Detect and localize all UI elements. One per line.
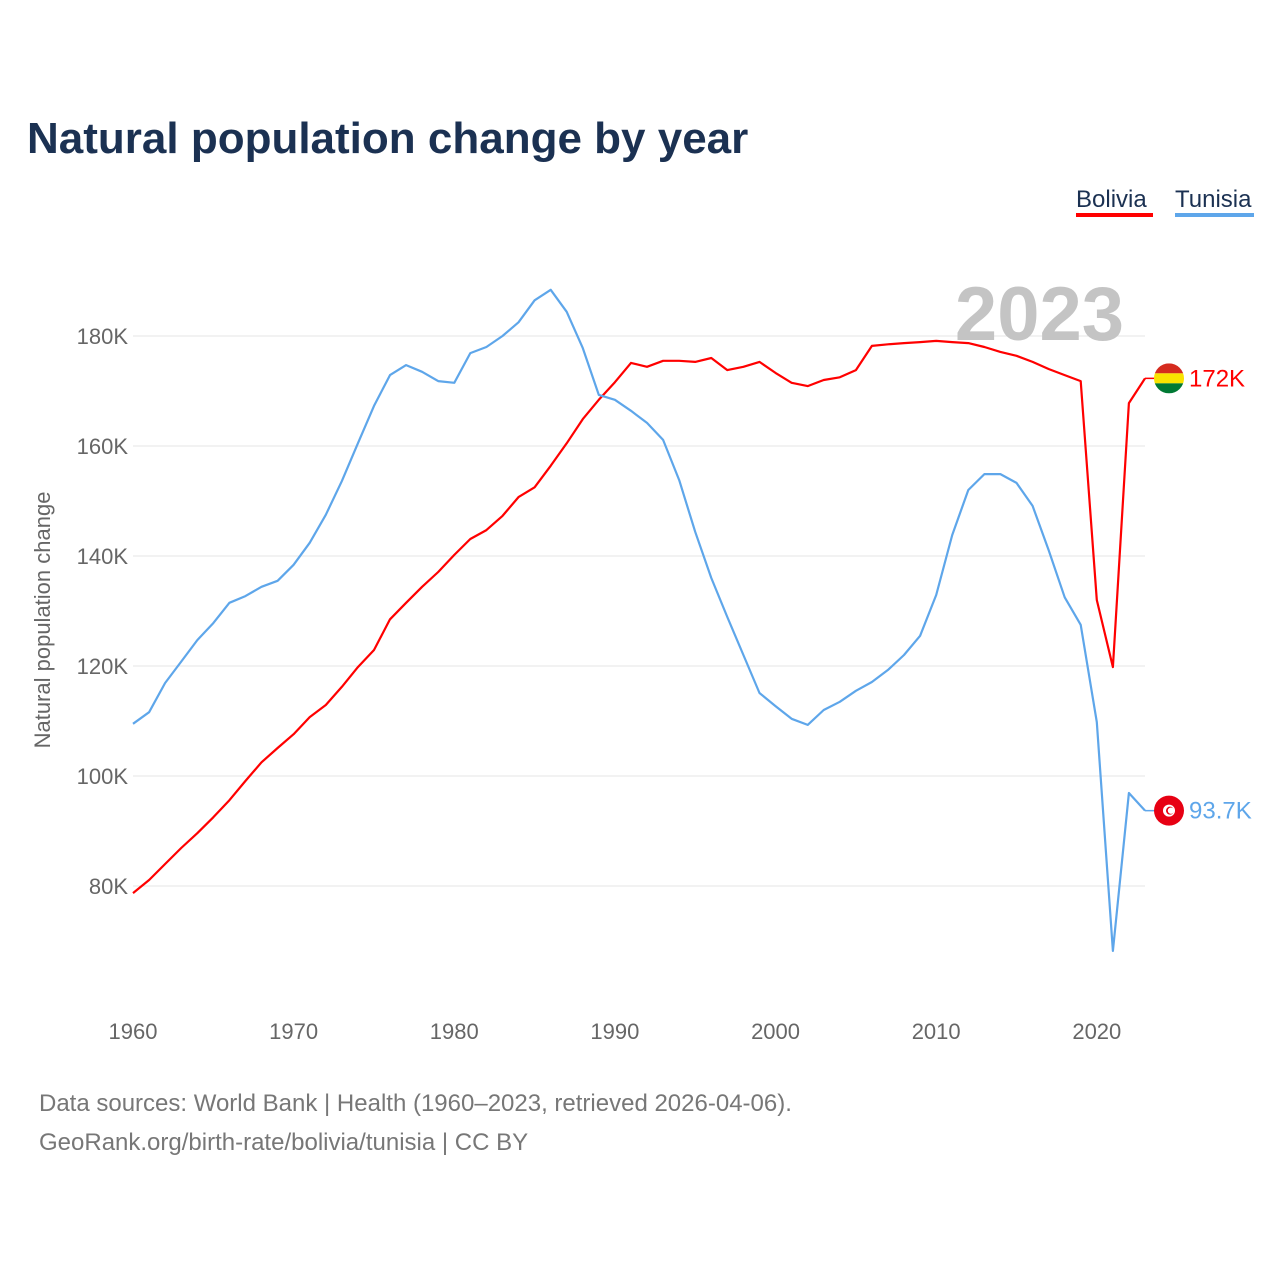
current-year-watermark: 2023 (955, 272, 1124, 357)
end-value-label: 93.7K (1189, 798, 1252, 825)
series-lines (132, 288, 1146, 953)
x-tick-label: 2010 (912, 1019, 961, 1044)
y-tick-label: 120K (77, 654, 129, 679)
end-labels: 172K 93.7K (1145, 363, 1252, 826)
bolivia-flag-icon (1154, 363, 1184, 394)
end-value-label: 172K (1189, 365, 1245, 392)
x-tick-label: 1960 (109, 1019, 158, 1044)
legend-swatch (1076, 213, 1153, 217)
y-tick-label: 180K (77, 324, 129, 349)
source-link[interactable]: GeoRank.org/birth-rate/bolivia/tunisia |… (39, 1129, 528, 1156)
y-tick-label: 100K (77, 764, 129, 789)
x-tick-label: 1990 (590, 1019, 639, 1044)
x-tick-label: 1970 (269, 1019, 318, 1044)
y-tick-label: 80K (89, 874, 128, 899)
grid: 80K 100K 120K 140K 160K 180K (77, 324, 1145, 899)
legend-item-tunisia[interactable]: Tunisia (1175, 186, 1252, 213)
y-tick-label: 140K (77, 544, 129, 569)
y-tick-label: 160K (77, 434, 129, 459)
x-tick-label: 1980 (430, 1019, 479, 1044)
legend-item-bolivia[interactable]: Bolivia (1076, 186, 1147, 213)
legend-swatch (1175, 213, 1254, 217)
chart-title: Natural population change by year (27, 114, 748, 163)
series-line-tunisia (132, 288, 1146, 953)
tunisia-flag-icon (1154, 795, 1184, 826)
legend: Bolivia Tunisia (1076, 186, 1254, 217)
y-axis-label: Natural population change (30, 492, 55, 749)
series-line-bolivia (132, 339, 1146, 894)
x-ticks: 1960 1970 1980 1990 2000 2010 2020 (109, 1019, 1122, 1044)
source-line: Data sources: World Bank | Health (1960–… (39, 1090, 792, 1117)
x-tick-label: 2000 (751, 1019, 800, 1044)
x-tick-label: 2020 (1072, 1019, 1121, 1044)
